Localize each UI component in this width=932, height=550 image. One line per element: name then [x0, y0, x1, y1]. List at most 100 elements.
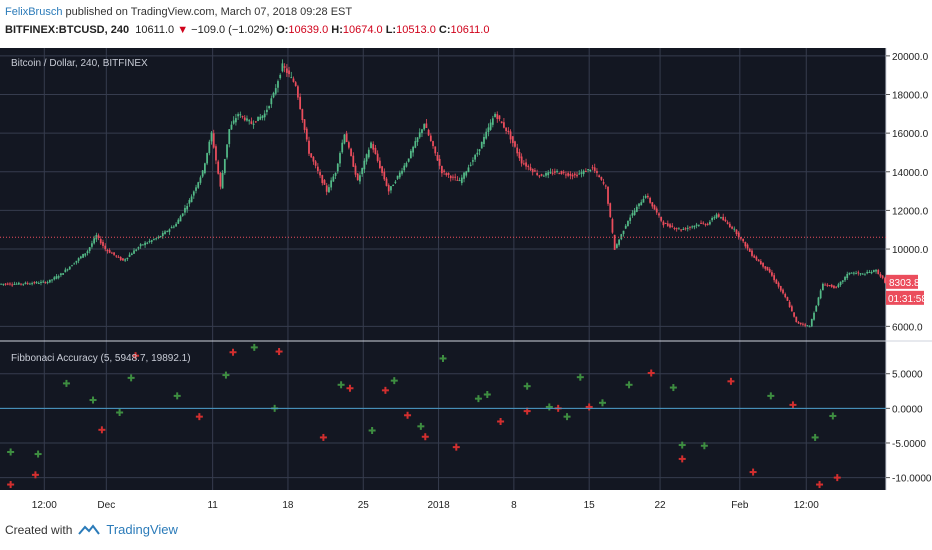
candle-body	[62, 273, 65, 275]
candle-body	[872, 270, 875, 273]
candle-body	[764, 266, 767, 269]
fib-marker-up	[337, 381, 345, 389]
candle-body	[529, 167, 532, 171]
candle-body	[511, 136, 514, 143]
candle-body	[24, 282, 27, 284]
candle-body	[697, 224, 700, 226]
candle-body	[184, 208, 186, 213]
tradingview-brand-link[interactable]: TradingView	[106, 522, 178, 537]
fib-marker-down	[647, 369, 655, 377]
chart-area[interactable]: 20000.0 18000.0 16000.0 14000.0 12000.0 10000…	[0, 0, 932, 520]
tradingview-logo-icon	[78, 523, 101, 535]
time-tick-label: Feb	[731, 500, 749, 511]
created-with-text: Created with	[5, 522, 73, 537]
candle-body	[321, 175, 324, 184]
candle-body	[232, 120, 235, 124]
candle-body	[206, 153, 208, 164]
candle-body	[141, 244, 144, 246]
candle-body	[651, 202, 654, 207]
time-tick-label: 12:00	[794, 500, 819, 511]
candle-body	[846, 273, 849, 279]
candle-body	[88, 247, 91, 251]
fib-marker-down	[789, 401, 797, 409]
candle-body	[223, 158, 226, 174]
fib-marker-up	[811, 433, 819, 441]
candle-body	[460, 177, 463, 183]
candle-body	[598, 175, 601, 178]
time-tick-label: 22	[655, 500, 667, 511]
candle-body	[584, 170, 587, 172]
time-axis[interactable]: 12:00 Dec 11 18 25 2018 8 15 22 Feb 12:00	[0, 490, 932, 516]
candle-body	[93, 238, 96, 244]
fib-marker-up	[767, 392, 775, 400]
candle-body	[562, 171, 565, 173]
candle-body	[106, 250, 109, 252]
candle-body	[261, 115, 264, 119]
candle-body	[742, 238, 745, 242]
candle-body	[99, 239, 102, 244]
candle-body	[285, 68, 288, 73]
candle-body	[859, 273, 862, 275]
candle-body	[545, 173, 547, 176]
candle-body	[356, 173, 359, 181]
fib-marker-down	[346, 384, 354, 392]
candle-body	[456, 179, 459, 181]
candle-body	[122, 258, 124, 261]
candle-body	[553, 171, 556, 173]
candle-body	[367, 149, 370, 158]
price-axis[interactable]: 20000.0 18000.0 16000.0 14000.0 12000.0 10000…	[886, 52, 929, 333]
candle-body	[534, 170, 536, 172]
indicator-tick-label: -10.0000	[892, 474, 932, 485]
fib-marker-down	[404, 411, 412, 419]
candle-body	[720, 217, 722, 219]
candle-body	[115, 255, 118, 257]
candle-body	[217, 161, 220, 174]
candle-body	[378, 160, 381, 169]
candle-body	[693, 225, 696, 228]
candle-body	[596, 170, 598, 173]
candle-body	[875, 269, 877, 272]
indicator-axis[interactable]: 5.0000 0.0000 -5.0000 -10.0000	[886, 370, 932, 485]
candle-body	[175, 223, 177, 227]
candle-body	[204, 163, 206, 174]
fib-marker-up	[563, 413, 571, 421]
candle-body	[15, 283, 18, 285]
fib-marker-up	[7, 448, 15, 456]
symbol-label[interactable]: BITFINEX:BTCUSD, 240	[5, 24, 130, 36]
candle-body	[642, 198, 645, 203]
candle-body	[201, 170, 204, 177]
candle-body	[558, 173, 561, 175]
candle-body	[808, 326, 811, 328]
author-link[interactable]: FelixBrusch	[5, 6, 63, 18]
candle-body	[305, 128, 308, 140]
candle-body	[879, 274, 882, 277]
candle-body	[314, 161, 317, 166]
indicator-tick-label: 5.0000	[892, 370, 923, 381]
candle-body	[467, 167, 470, 173]
candle-body	[848, 272, 851, 275]
candle-body	[376, 153, 379, 161]
fib-marker-down	[98, 426, 106, 434]
candle-body	[347, 142, 350, 148]
candle-body	[695, 224, 698, 226]
candle-body	[726, 222, 729, 224]
candle-body	[301, 109, 304, 121]
candle-body	[804, 324, 807, 326]
candle-body	[655, 208, 658, 213]
fib-marker-up	[62, 379, 70, 387]
candle-body	[821, 283, 824, 291]
candle-body	[328, 187, 330, 193]
candle-body	[724, 219, 727, 222]
candle-body	[837, 284, 840, 288]
candle-body	[13, 283, 16, 285]
candle-body	[494, 113, 496, 118]
candle-body	[432, 141, 434, 147]
candle-body	[308, 140, 310, 154]
time-tick-label: Dec	[97, 500, 115, 511]
open-key: O:	[276, 24, 289, 36]
candle-body	[815, 305, 818, 312]
candle-body	[345, 133, 348, 143]
candle-body	[664, 223, 667, 225]
candle-body	[359, 175, 361, 182]
candle-body	[686, 227, 689, 229]
